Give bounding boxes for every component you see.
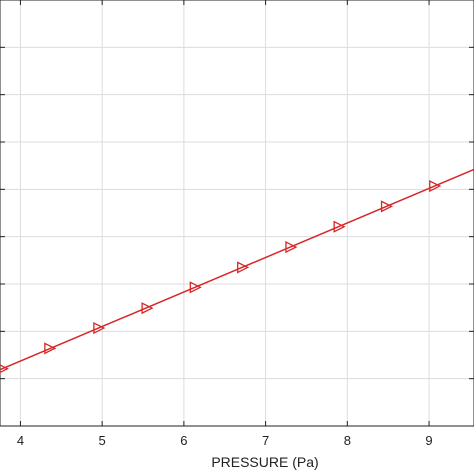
series [0,168,474,374]
grid [0,0,474,426]
data-point-marker [189,281,202,294]
x-tick-label: 8 [344,433,351,448]
axis-ticks [0,0,474,426]
x-tick-label: 4 [17,433,24,448]
plot-frame [0,0,474,427]
data-point-marker [429,179,442,193]
x-tick-label: 9 [425,433,432,448]
data-point-marker [285,241,298,254]
x-tick-label: 5 [99,433,106,448]
data-point-marker [0,364,9,374]
x-tick-label: 7 [262,433,269,448]
tick-labels: 4 5 6 7 8 9 [17,433,433,448]
series-line [0,168,474,371]
x-axis-label: PRESSURE (Pa) [211,454,318,470]
x-tick-label: 6 [180,433,187,448]
data-point-marker [380,200,394,213]
data-point-marker [237,261,250,274]
data-point-marker [141,302,154,315]
data-point-marker [93,321,106,335]
data-point-marker [333,220,346,233]
data-point-marker [44,342,57,355]
